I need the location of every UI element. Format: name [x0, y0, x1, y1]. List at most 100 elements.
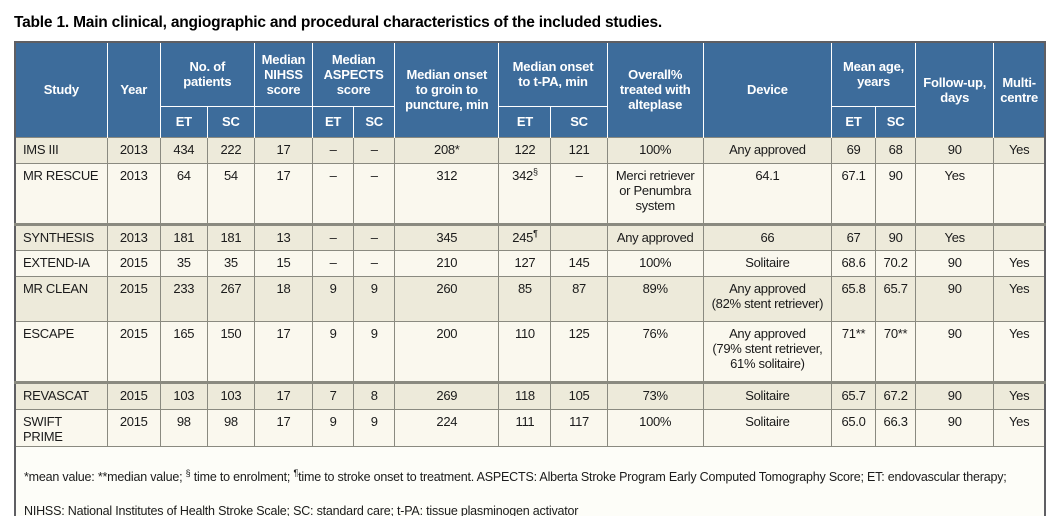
col-header-device: Device [703, 42, 833, 137]
table-cell: 2015 [106, 249, 161, 277]
table-cell: 105 [550, 380, 608, 410]
table-cell: 90 [915, 408, 995, 447]
table-cell: 66.3 [875, 408, 917, 447]
table-cell: 312 [394, 162, 500, 225]
table-cell: 65.8 [830, 275, 877, 322]
table-cell: Any approved [702, 136, 833, 164]
table-cell: 70** [875, 320, 917, 383]
study-cell: EXTEND-IA [14, 249, 108, 277]
table-cell: – [312, 136, 355, 164]
table-cell: 15 [253, 249, 314, 277]
table-cell: 2015 [106, 320, 161, 383]
subheader-age-et: ET [831, 105, 877, 137]
table-cell: – [353, 136, 396, 164]
table-cell: – [353, 162, 396, 225]
table-cell: Yes [993, 380, 1046, 410]
table-cell: 222 [206, 136, 255, 164]
table-cell: 121 [550, 136, 608, 164]
col-header-patients: No. of patients [160, 42, 255, 106]
col-header-nihss: Median NIHSS score [254, 42, 314, 106]
table-cell: 100% [606, 249, 704, 277]
table-cell: 9 [312, 275, 355, 322]
table-cell: 18 [253, 275, 314, 322]
table-cell: 67.1 [830, 162, 877, 225]
table-cell: 17 [253, 162, 314, 225]
table-cell: 90 [915, 320, 995, 383]
table-row: MR CLEAN 2015 233 267 18 9 9 260 85 87 89% Any appr… [14, 275, 1046, 322]
table-cell: 17 [253, 136, 314, 164]
table-cell: 17 [253, 320, 314, 383]
table-cell: 70.2 [875, 249, 917, 277]
table-cell: 103 [159, 380, 208, 410]
table-cell: 2015 [106, 275, 161, 322]
table-cell: 90 [915, 275, 995, 322]
table-cell: 65.7 [830, 380, 877, 410]
subheader-aspects-sc: SC [353, 105, 396, 137]
table-cell: Solitaire [702, 408, 833, 447]
table-cell [993, 162, 1046, 225]
col-header-followup: Follow-up, days [915, 42, 995, 137]
table-cell: 9 [312, 320, 355, 383]
table-cell: 260 [394, 275, 500, 322]
table-cell: 342§ [498, 162, 552, 225]
table-body: IMS III 2013 434 222 17– –208* 122 121 100% Any a… [14, 136, 1046, 447]
table-cell: 127 [498, 249, 552, 277]
table-title: Table 1. Main clinical, angiographic and… [14, 14, 662, 31]
table-cell: Any approved (79% stent retriever, 61% s… [702, 320, 833, 383]
table-cell: Solitaire [702, 249, 833, 277]
table-cell: 224 [394, 408, 500, 447]
study-cell: REVASCAT [14, 380, 108, 410]
table-row: SYNTHESIS 2013 181 181 13– –345 245¶ Any approv… [14, 222, 1046, 251]
subheader-age-sc: SC [875, 105, 917, 137]
table-cell: Yes [915, 162, 995, 225]
table-row: ESCAPE 2015 165 150 17 9 9 200 110 125 76% Any appr… [14, 320, 1046, 383]
table-cell: 66 [702, 222, 833, 251]
table-cell: 13 [253, 222, 314, 251]
col-header-overall-alteplase: Overall% treated with alteplase [607, 42, 704, 137]
table-cell: 100% [606, 136, 704, 164]
table-cell: 90 [875, 222, 917, 251]
table-cell: Yes [993, 249, 1046, 277]
table-cell: 210 [394, 249, 500, 277]
col-header-aspects: Median ASPECTS score [312, 42, 396, 106]
table-cell: 181 [159, 222, 208, 251]
table-cell: 269 [394, 380, 500, 410]
table-cell: 85 [498, 275, 552, 322]
table-cell: 54 [206, 162, 255, 225]
table-cell: 245¶ [498, 222, 552, 251]
table-cell: 9 [353, 275, 396, 322]
table-cell: Yes [993, 136, 1046, 164]
table-cell: 89% [606, 275, 704, 322]
table-cell: 90 [875, 162, 917, 225]
study-cell: IMS III [14, 136, 108, 164]
table-cell: 68 [875, 136, 917, 164]
table-cell: 73% [606, 380, 704, 410]
table-cell: 9 [312, 408, 355, 447]
table-cell: 64.1 [702, 162, 833, 225]
table-cell: 233 [159, 275, 208, 322]
study-cell: MR RESCUE [14, 162, 108, 225]
table-cell: 67.2 [875, 380, 917, 410]
table-cell: 69 [830, 136, 877, 164]
table-cell: Merci retriever or Penumbra system [606, 162, 704, 225]
study-cell: SYNTHESIS [14, 222, 108, 251]
table-cell: 434 [159, 136, 208, 164]
footnote-line2: NIHSS: National Institutes of Health Str… [24, 503, 579, 516]
table-cell: 267 [206, 275, 255, 322]
table-cell: 98 [206, 408, 255, 447]
col-header-mean-age: Mean age, years [831, 42, 917, 106]
table-cell: 111 [498, 408, 552, 447]
table-row: IMS III 2013 434 222 17– –208* 122 121 100% Any a… [14, 136, 1046, 164]
table-cell: Yes [993, 275, 1046, 322]
col-header-study: Study [15, 42, 108, 137]
table-cell: 122 [498, 136, 552, 164]
table-cell: – [312, 249, 355, 277]
table-cell: 103 [206, 380, 255, 410]
study-cell: ESCAPE [14, 320, 108, 383]
table-cell: 208* [394, 136, 500, 164]
table-footer: *mean value: **median value; § time to e… [14, 445, 1046, 516]
subheader-tpa-sc: SC [550, 105, 608, 137]
table-cell: 65.0 [830, 408, 877, 447]
table-cell: 8 [353, 380, 396, 410]
table-cell: 2013 [106, 136, 161, 164]
